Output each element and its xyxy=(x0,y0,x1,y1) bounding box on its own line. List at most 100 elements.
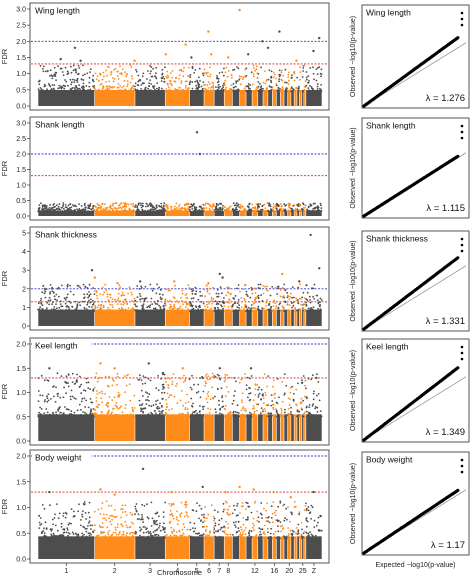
snp-point xyxy=(227,291,230,294)
snp-point xyxy=(186,537,189,540)
snp-point xyxy=(109,90,111,93)
snp-point xyxy=(39,310,42,312)
snp-point xyxy=(284,309,287,312)
snp-point xyxy=(302,202,304,205)
snp-point xyxy=(257,81,260,83)
snp-point xyxy=(72,414,74,417)
snp-point xyxy=(87,207,90,209)
snp-point xyxy=(217,210,220,213)
chromosome-points xyxy=(37,202,95,213)
snp-point xyxy=(147,395,149,398)
snp-point xyxy=(206,378,209,381)
snp-point xyxy=(213,307,216,309)
snp-point xyxy=(97,79,100,82)
snp-point xyxy=(185,303,188,306)
qq-point xyxy=(456,256,460,260)
snp-point xyxy=(124,391,126,394)
snp-point xyxy=(195,90,198,93)
snp-point xyxy=(190,90,193,93)
snp-point xyxy=(213,519,215,522)
snp-point xyxy=(102,531,105,533)
snp-point xyxy=(320,308,322,311)
y-tick-label: 2.0 xyxy=(16,342,26,349)
snp-point xyxy=(107,415,110,418)
snp-point xyxy=(134,532,137,535)
snp-point xyxy=(100,390,103,393)
snp-point xyxy=(259,283,262,286)
snp-point xyxy=(286,304,289,306)
chromosome-points xyxy=(165,202,190,213)
snp-point xyxy=(121,291,124,294)
snp-point xyxy=(268,69,271,72)
snp-point xyxy=(133,407,136,409)
snp-point xyxy=(263,524,266,527)
snp-point xyxy=(264,394,267,397)
chromosome-band xyxy=(287,414,291,441)
snp-point xyxy=(94,412,96,414)
snp-point xyxy=(248,534,251,537)
snp-point xyxy=(143,504,146,507)
snp-point xyxy=(59,67,62,70)
snp-point xyxy=(218,519,221,522)
snp-point xyxy=(233,537,236,540)
snp-point xyxy=(248,387,250,389)
snp-point xyxy=(159,415,162,418)
snp-point xyxy=(54,205,56,208)
snp-point xyxy=(167,396,170,399)
snp-point xyxy=(85,535,88,538)
chromosome-band xyxy=(38,210,95,216)
snp-point xyxy=(97,406,99,409)
snp-point xyxy=(106,293,109,296)
chromosome-points xyxy=(134,283,166,312)
snp-point xyxy=(76,303,79,306)
snp-point xyxy=(170,415,173,418)
snp-point xyxy=(264,391,267,394)
snp-point xyxy=(162,536,165,538)
snp-point xyxy=(171,515,174,517)
snp-point xyxy=(53,84,56,86)
snp-point xyxy=(260,533,262,536)
snp-point xyxy=(287,202,290,205)
snp-point xyxy=(41,208,43,211)
snp-point xyxy=(236,287,238,290)
chromosome-points xyxy=(239,502,247,539)
snp-point xyxy=(206,202,208,205)
y-tick-label: 5 xyxy=(22,231,26,238)
snp-point xyxy=(156,523,159,526)
qq-title: Shank length xyxy=(366,121,416,131)
snp-point xyxy=(219,528,222,531)
snp-point xyxy=(307,377,310,380)
snp-point xyxy=(211,414,214,417)
snp-point xyxy=(242,76,245,79)
snp-point xyxy=(157,515,160,518)
snp-point xyxy=(146,527,148,530)
snp-point xyxy=(207,300,210,303)
snp-point xyxy=(241,392,244,395)
chromosome-points xyxy=(245,67,253,93)
snp-point xyxy=(106,74,108,77)
snp-point xyxy=(308,534,310,537)
snp-point xyxy=(46,397,49,400)
snp-point xyxy=(58,207,60,210)
snp-point xyxy=(222,88,225,91)
y-tick-label: 0.5 xyxy=(16,531,26,538)
y-tick-label: 2.0 xyxy=(16,39,26,46)
chromosome-points xyxy=(287,506,292,540)
snp-point xyxy=(56,529,59,532)
snp-point xyxy=(82,79,85,81)
snp-point xyxy=(279,521,282,523)
chromosome-band xyxy=(280,536,284,559)
snp-point xyxy=(184,87,187,89)
snp-point xyxy=(214,524,217,527)
snp-point xyxy=(45,307,48,310)
snp-point xyxy=(50,533,52,536)
snp-point xyxy=(101,401,103,404)
snp-point xyxy=(272,501,275,504)
snp-point xyxy=(316,299,319,302)
snp-point xyxy=(152,287,155,290)
snp-point xyxy=(156,512,158,515)
snp-point xyxy=(208,287,211,290)
snp-point xyxy=(62,413,65,416)
snp-point xyxy=(187,66,190,69)
